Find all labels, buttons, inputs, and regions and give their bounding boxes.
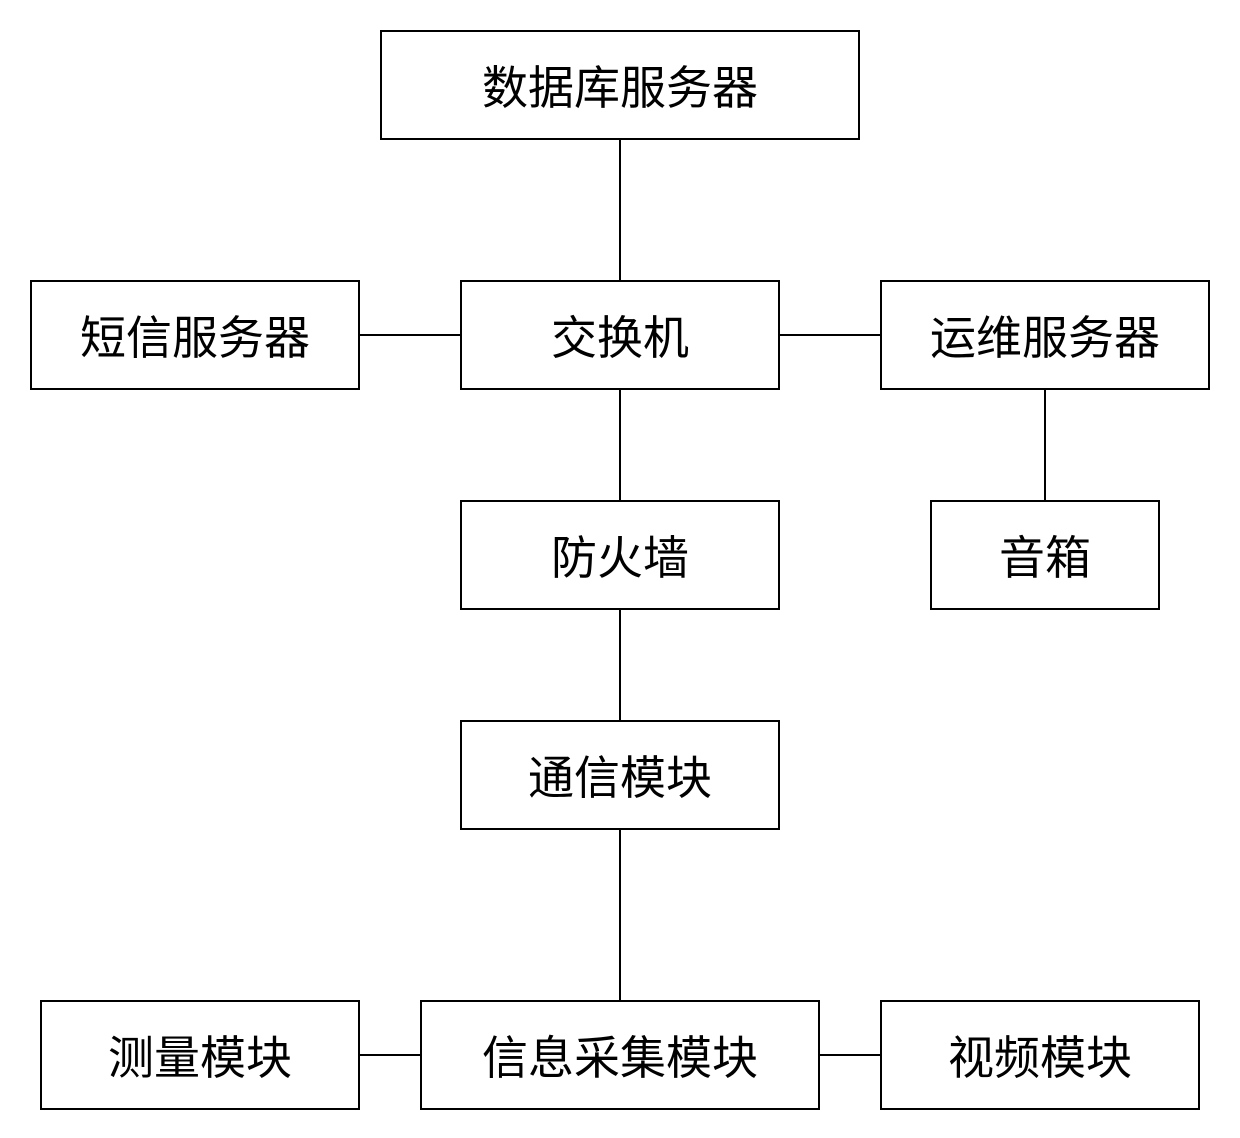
edge-db-switch [619, 140, 621, 280]
edge-switch-firewall [619, 390, 621, 500]
node-firewall: 防火墙 [460, 500, 780, 610]
node-label: 短信服务器 [80, 302, 310, 368]
node-label: 运维服务器 [930, 302, 1160, 368]
node-label: 数据库服务器 [482, 52, 758, 118]
edge-switch-ops [780, 334, 880, 336]
node-collector: 信息采集模块 [420, 1000, 820, 1110]
node-video: 视频模块 [880, 1000, 1200, 1110]
node-comm: 通信模块 [460, 720, 780, 830]
node-label: 测量模块 [108, 1022, 292, 1088]
node-label: 防火墙 [551, 522, 689, 588]
node-label: 通信模块 [528, 742, 712, 808]
edge-collector-video [820, 1054, 880, 1056]
edge-ops-speaker [1044, 390, 1046, 500]
node-label: 音箱 [999, 522, 1091, 588]
node-label: 信息采集模块 [482, 1022, 758, 1088]
node-label: 视频模块 [948, 1022, 1132, 1088]
node-speaker: 音箱 [930, 500, 1160, 610]
edge-sms-switch [360, 334, 460, 336]
edge-comm-collector [619, 830, 621, 1000]
edge-measure-collector [360, 1054, 420, 1056]
node-sms-server: 短信服务器 [30, 280, 360, 390]
node-switch: 交换机 [460, 280, 780, 390]
node-label: 交换机 [551, 302, 689, 368]
node-db-server: 数据库服务器 [380, 30, 860, 140]
flowchart-diagram: 数据库服务器 短信服务器 交换机 运维服务器 防火墙 音箱 通信模块 测量模块 … [0, 0, 1240, 1138]
node-measure: 测量模块 [40, 1000, 360, 1110]
edge-firewall-comm [619, 610, 621, 720]
node-ops-server: 运维服务器 [880, 280, 1210, 390]
